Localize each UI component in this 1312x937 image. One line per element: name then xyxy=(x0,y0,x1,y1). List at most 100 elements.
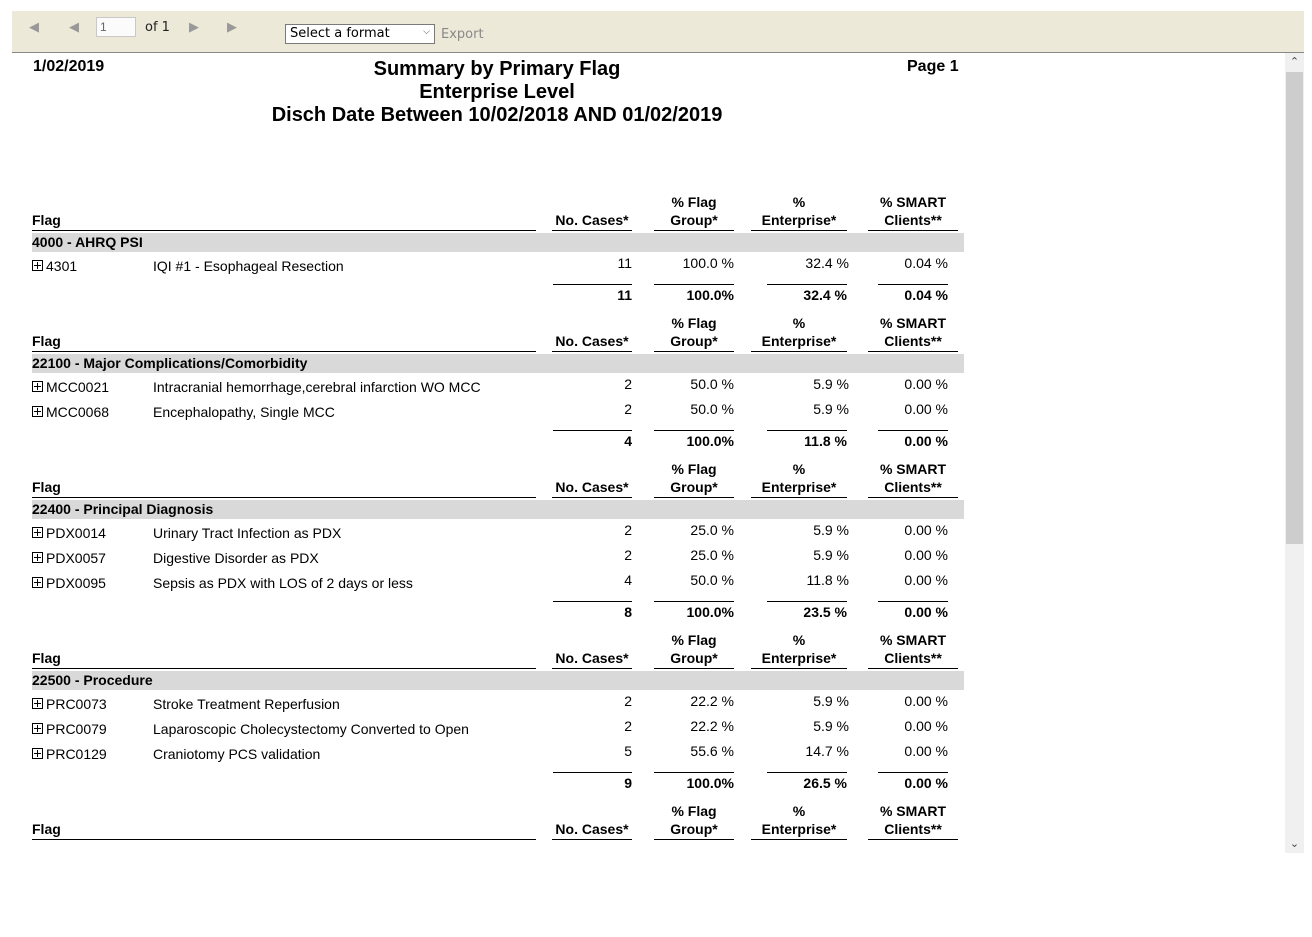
expand-icon[interactable] xyxy=(32,259,43,271)
column-header-enterprise: % Enterprise* xyxy=(751,193,847,231)
column-header-text: Clients** xyxy=(884,479,942,495)
column-header-cases: No. Cases* xyxy=(552,211,632,231)
table-row: PRC0079 Laparoscopic Cholecystectomy Conv… xyxy=(32,718,964,740)
column-header-flag-group: % Flag Group* xyxy=(654,314,734,352)
column-header-text: Enterprise* xyxy=(761,333,837,349)
cell-flag-group: 22.2 % xyxy=(690,693,734,709)
column-header-row: Flag No. Cases*% Flag Group*% Enterprise*% … xyxy=(32,800,964,840)
column-header-flag: Flag xyxy=(32,211,536,231)
flag-code[interactable]: MCC0068 xyxy=(32,404,109,420)
flag-description: Sepsis as PDX with LOS of 2 days or less xyxy=(153,575,413,591)
expand-icon[interactable] xyxy=(32,576,43,588)
cell-smart-clients: 0.00 % xyxy=(904,522,948,538)
column-header-text: Clients** xyxy=(884,212,942,228)
group-header: 22100 - Major Complications/Comorbidity xyxy=(32,354,964,373)
cell-smart-clients: 0.00 % xyxy=(904,718,948,734)
table-row: MCC0068 Encephalopathy, Single MCC 2 50.0 %… xyxy=(32,401,964,423)
flag-code[interactable]: PDX0057 xyxy=(32,550,106,566)
flag-code[interactable]: 4301 xyxy=(32,258,77,274)
cell-smart-clients: 0.00 % xyxy=(904,743,948,759)
cell-cases: 2 xyxy=(624,693,632,709)
expand-icon[interactable] xyxy=(32,526,43,538)
cell-cases: 4 xyxy=(624,572,632,588)
last-page-icon[interactable]: ▶ xyxy=(227,19,237,34)
previous-page-icon[interactable]: ◀ xyxy=(69,19,79,34)
cell-flag-group: 22.2 % xyxy=(690,718,734,734)
total-row: 9 100.0% 26.5 % 0.00 % xyxy=(32,772,964,794)
column-header-text: Group* xyxy=(670,212,718,228)
expand-icon[interactable] xyxy=(32,551,43,563)
next-page-icon[interactable]: ▶ xyxy=(189,19,199,34)
table-row: 4301 IQI #1 - Esophageal Resection 11 100.0… xyxy=(32,255,964,277)
column-header-flag: Flag xyxy=(32,649,536,669)
first-page-icon[interactable]: ◀​ xyxy=(29,19,39,34)
column-header-flag: Flag xyxy=(32,478,536,498)
cell-flag-group: 55.6 % xyxy=(690,743,734,759)
page-number-input[interactable] xyxy=(96,17,136,37)
scroll-down-icon[interactable]: ⌄ xyxy=(1289,838,1300,850)
column-header-text: % SMART xyxy=(879,803,947,819)
expand-icon[interactable] xyxy=(32,747,43,759)
flag-code[interactable]: PDX0095 xyxy=(32,575,106,591)
total-row: 4 100.0% 11.8 % 0.00 % xyxy=(32,430,964,452)
total-smart-clients: 0.04 % xyxy=(878,284,948,303)
flag-description: Intracranial hemorrhage,cerebral infarct… xyxy=(153,379,481,395)
column-header-smart-clients: % SMART Clients** xyxy=(868,802,958,840)
column-header-enterprise: % Enterprise* xyxy=(751,314,847,352)
expand-icon[interactable] xyxy=(32,722,43,734)
cell-enterprise: 11.8 % xyxy=(806,572,849,588)
total-enterprise: 26.5 % xyxy=(767,772,847,791)
column-header-text: Group* xyxy=(670,479,718,495)
expand-icon[interactable] xyxy=(32,380,43,392)
flag-code[interactable]: MCC0021 xyxy=(32,379,109,395)
group-header: 22500 - Procedure xyxy=(32,671,964,690)
flag-code-text: PRC0079 xyxy=(46,721,107,737)
column-header-text: % Flag xyxy=(671,803,717,819)
total-flag-group: 100.0% xyxy=(654,601,734,620)
report-toolbar: ◀​ ◀ of 1 ▶ ▶ Select a format ⌵ Export xyxy=(12,11,1304,53)
expand-icon[interactable] xyxy=(32,697,43,709)
column-header-text: Clients** xyxy=(884,821,942,837)
chevron-down-icon: ⌵ xyxy=(423,27,430,37)
cell-cases: 11 xyxy=(617,255,632,271)
cell-cases: 2 xyxy=(624,376,632,392)
flag-code-text: PDX0057 xyxy=(46,550,106,566)
report-section-partial: Flag No. Cases*% Flag Group*% Enterprise*% … xyxy=(32,800,964,853)
cell-cases: 2 xyxy=(624,522,632,538)
expand-icon[interactable] xyxy=(32,405,43,417)
cell-flag-group: 50.0 % xyxy=(690,376,734,392)
flag-code[interactable]: PRC0129 xyxy=(32,746,107,762)
cell-enterprise: 5.9 % xyxy=(813,401,849,417)
export-format-select[interactable]: Select a format ⌵ xyxy=(285,24,435,44)
export-link[interactable]: Export xyxy=(441,27,484,42)
group-header: 4000 - AHRQ PSI xyxy=(32,233,964,252)
flag-code[interactable]: PDX0014 xyxy=(32,525,106,541)
table-row: PDX0095 Sepsis as PDX with LOS of 2 days … xyxy=(32,572,964,594)
column-header-text: % xyxy=(792,461,806,477)
scroll-up-icon[interactable]: ⌃ xyxy=(1289,56,1300,68)
column-header-text: % xyxy=(792,194,806,210)
column-header-text: % SMART xyxy=(879,315,947,331)
scrollbar-thumb[interactable] xyxy=(1286,72,1303,544)
vertical-scrollbar[interactable]: ⌃ ⌄ xyxy=(1285,53,1304,853)
cell-flag-group: 50.0 % xyxy=(690,401,734,417)
column-header-text: % Flag xyxy=(671,315,717,331)
column-header-flag-group: % Flag Group* xyxy=(654,802,734,840)
flag-code[interactable]: PRC0079 xyxy=(32,721,107,737)
column-header-row: Flag No. Cases*% Flag Group*% Enterprise*% … xyxy=(32,458,964,498)
cell-smart-clients: 0.04 % xyxy=(904,255,948,271)
column-header-smart-clients: % SMART Clients** xyxy=(868,193,958,231)
flag-code-text: PDX0095 xyxy=(46,575,106,591)
column-header-smart-clients: % SMART Clients** xyxy=(868,314,958,352)
cell-enterprise: 5.9 % xyxy=(813,718,849,734)
column-header-smart-clients: % SMART Clients** xyxy=(868,631,958,669)
cell-flag-group: 25.0 % xyxy=(690,547,734,563)
flag-code[interactable]: PRC0073 xyxy=(32,696,107,712)
total-row: 11 100.0% 32.4 % 0.04 % xyxy=(32,284,964,306)
cell-flag-group: 100.0 % xyxy=(682,255,734,271)
column-header-cases: No. Cases* xyxy=(552,332,632,352)
flag-code-text: 4301 xyxy=(46,258,78,274)
cell-cases: 2 xyxy=(624,401,632,417)
cell-smart-clients: 0.00 % xyxy=(904,693,948,709)
column-header-text: % xyxy=(792,632,806,648)
